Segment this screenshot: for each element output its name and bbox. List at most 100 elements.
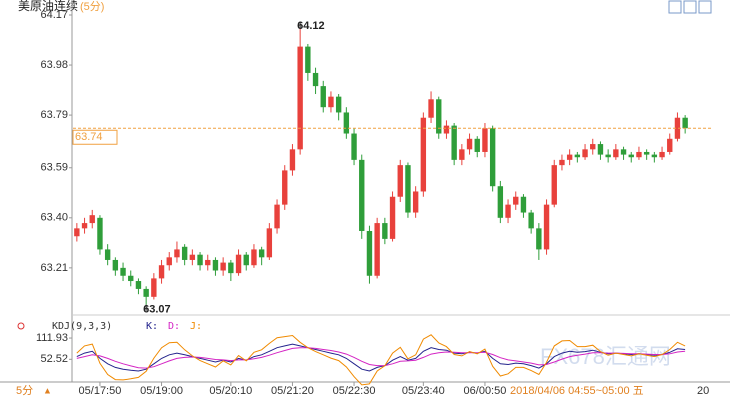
candle-body	[151, 278, 157, 297]
candle-body	[389, 196, 396, 239]
candle-body	[158, 265, 165, 279]
candle-body	[274, 204, 280, 229]
toolbar-icons	[668, 0, 712, 14]
candle-body	[451, 125, 457, 160]
candle-body	[582, 149, 588, 158]
title: 美原油连续	[18, 0, 78, 13]
y-tick-label: 52.52	[40, 353, 68, 365]
x-tick-label: 05/21:20	[271, 385, 314, 397]
high-annotation: 64.12	[297, 20, 325, 32]
y-tick-label: 63.21	[40, 262, 68, 274]
indicator-line	[76, 343, 686, 372]
candle-body	[551, 165, 557, 205]
candle-body	[297, 46, 303, 150]
candle-body	[543, 204, 550, 250]
kdj-title: KDJ(9,3,3)	[52, 321, 112, 332]
candle-body	[359, 159, 365, 231]
x-tick-label: 05/20:10	[209, 385, 252, 397]
candle-body	[466, 138, 473, 150]
candle-body	[590, 144, 596, 150]
candle-body	[474, 138, 480, 152]
candle-body	[382, 223, 388, 239]
y-tick-label: 64.17	[40, 9, 68, 21]
candle-body	[328, 96, 334, 108]
candle-body	[228, 262, 234, 274]
candle-body	[135, 281, 142, 289]
icon-button[interactable]	[683, 0, 697, 14]
legend-entry: J:	[190, 321, 202, 332]
candle-body	[97, 217, 103, 250]
candle-body	[112, 259, 119, 271]
candle-body	[366, 230, 373, 276]
candle-body	[174, 249, 180, 258]
candle-body	[536, 228, 542, 250]
candle-body	[613, 149, 619, 158]
candle-body	[405, 165, 411, 213]
x-tick-label: 06/00:50	[464, 385, 507, 397]
candle-body	[266, 228, 273, 258]
low-annotation: 63.07	[143, 304, 171, 316]
candle-body	[374, 223, 380, 276]
icon-button[interactable]	[698, 0, 712, 14]
candle-body	[320, 86, 326, 108]
candle-body	[312, 72, 319, 87]
candle-body	[212, 259, 219, 271]
candle-body	[104, 249, 111, 260]
candle-body	[436, 99, 442, 134]
candle-body	[282, 170, 288, 205]
period-label[interactable]: 5分	[16, 384, 33, 397]
candle-body	[205, 259, 211, 266]
edge-label: 20	[697, 385, 709, 397]
candle-body	[89, 215, 95, 224]
y-tick-label: 111.93	[36, 332, 68, 344]
candle-body	[343, 112, 350, 134]
candle-body	[528, 212, 534, 229]
candle-body	[258, 249, 265, 258]
candle-body	[181, 246, 188, 260]
candle-body	[667, 138, 673, 152]
candle-body	[220, 262, 226, 271]
candle-body	[128, 275, 134, 282]
y-tick-label: 63.79	[40, 109, 68, 121]
candle-body	[505, 204, 511, 218]
price-label: 63.74	[75, 131, 103, 143]
price-label-box	[72, 129, 118, 145]
x-tick-label: 05/17:50	[79, 385, 122, 397]
candle-body	[420, 117, 427, 192]
settings-icon[interactable]	[17, 322, 25, 330]
candle-body	[674, 117, 681, 139]
legend-entry: K:	[146, 321, 158, 332]
candle-body	[74, 228, 80, 237]
icon-button[interactable]	[668, 0, 682, 14]
legend-entry: D:	[168, 321, 180, 332]
candle-body	[351, 133, 357, 160]
candle-body	[628, 154, 634, 158]
candle-body	[428, 99, 434, 118]
candle-body	[120, 267, 126, 276]
candle-body	[597, 144, 604, 155]
candle-body	[443, 125, 450, 134]
candle-body	[520, 196, 527, 213]
candle-body	[682, 117, 688, 129]
candle-body	[489, 128, 496, 187]
candle-body	[412, 191, 419, 213]
x-tick-label: 05/23:40	[402, 385, 445, 397]
candle-body	[643, 151, 650, 155]
candle-body	[459, 149, 465, 160]
candle-body	[620, 149, 627, 155]
candle-body	[235, 254, 242, 274]
x-tick-label: 05/22:30	[333, 385, 376, 397]
indicator-line	[76, 334, 686, 386]
period-arrow[interactable]: ▲	[43, 385, 52, 395]
candle-body	[197, 254, 203, 266]
subtitle: (5分)	[80, 0, 104, 13]
candle-body	[397, 165, 403, 197]
indicator-line	[76, 347, 686, 369]
candle-body	[659, 151, 665, 158]
cursor-label: 2018/04/06 04:55~05:00 五	[510, 385, 644, 397]
candle-body	[605, 154, 611, 158]
candle-body	[566, 154, 573, 160]
y-tick-label: 63.40	[40, 212, 68, 224]
candle-body	[636, 151, 642, 158]
